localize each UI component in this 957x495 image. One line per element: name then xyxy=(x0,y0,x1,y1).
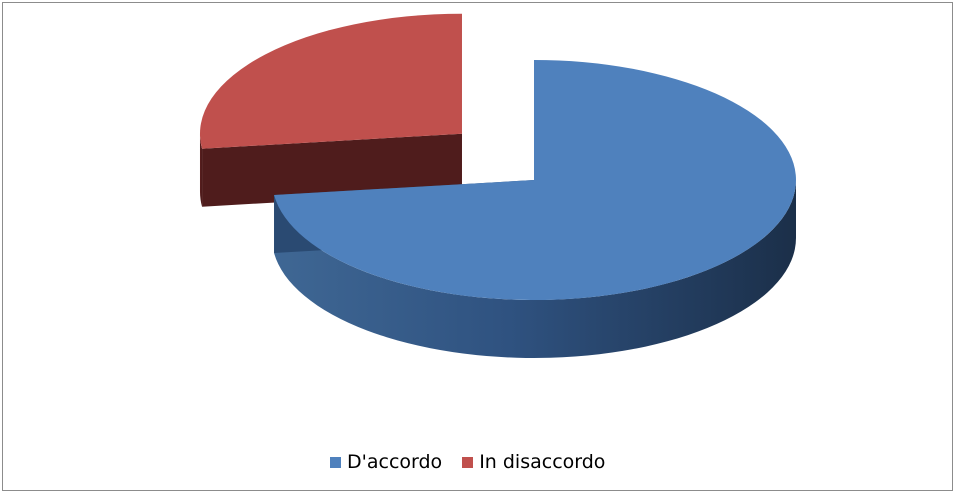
slices-layer xyxy=(199,13,797,359)
slice-in-disaccordo xyxy=(199,13,462,207)
slice-in-disaccordo-top xyxy=(199,13,462,149)
slice-in-disaccordo-side xyxy=(199,133,203,207)
legend-label-in-disaccordo: In disaccordo xyxy=(479,451,606,473)
slice-d-accordo-side xyxy=(274,180,797,359)
slice-d-accordo xyxy=(274,60,797,359)
slice-d-accordo-top xyxy=(274,60,797,300)
legend-swatch-d-accordo xyxy=(330,456,341,468)
legend-swatch-in-disaccordo xyxy=(462,456,474,468)
legend-item-d-accordo: D'accordo xyxy=(330,451,442,473)
legend-label-d-accordo: D'accordo xyxy=(347,451,443,473)
legend: D'accordo In disaccordo xyxy=(330,447,605,477)
legend-item-in-disaccordo: In disaccordo xyxy=(462,451,605,473)
